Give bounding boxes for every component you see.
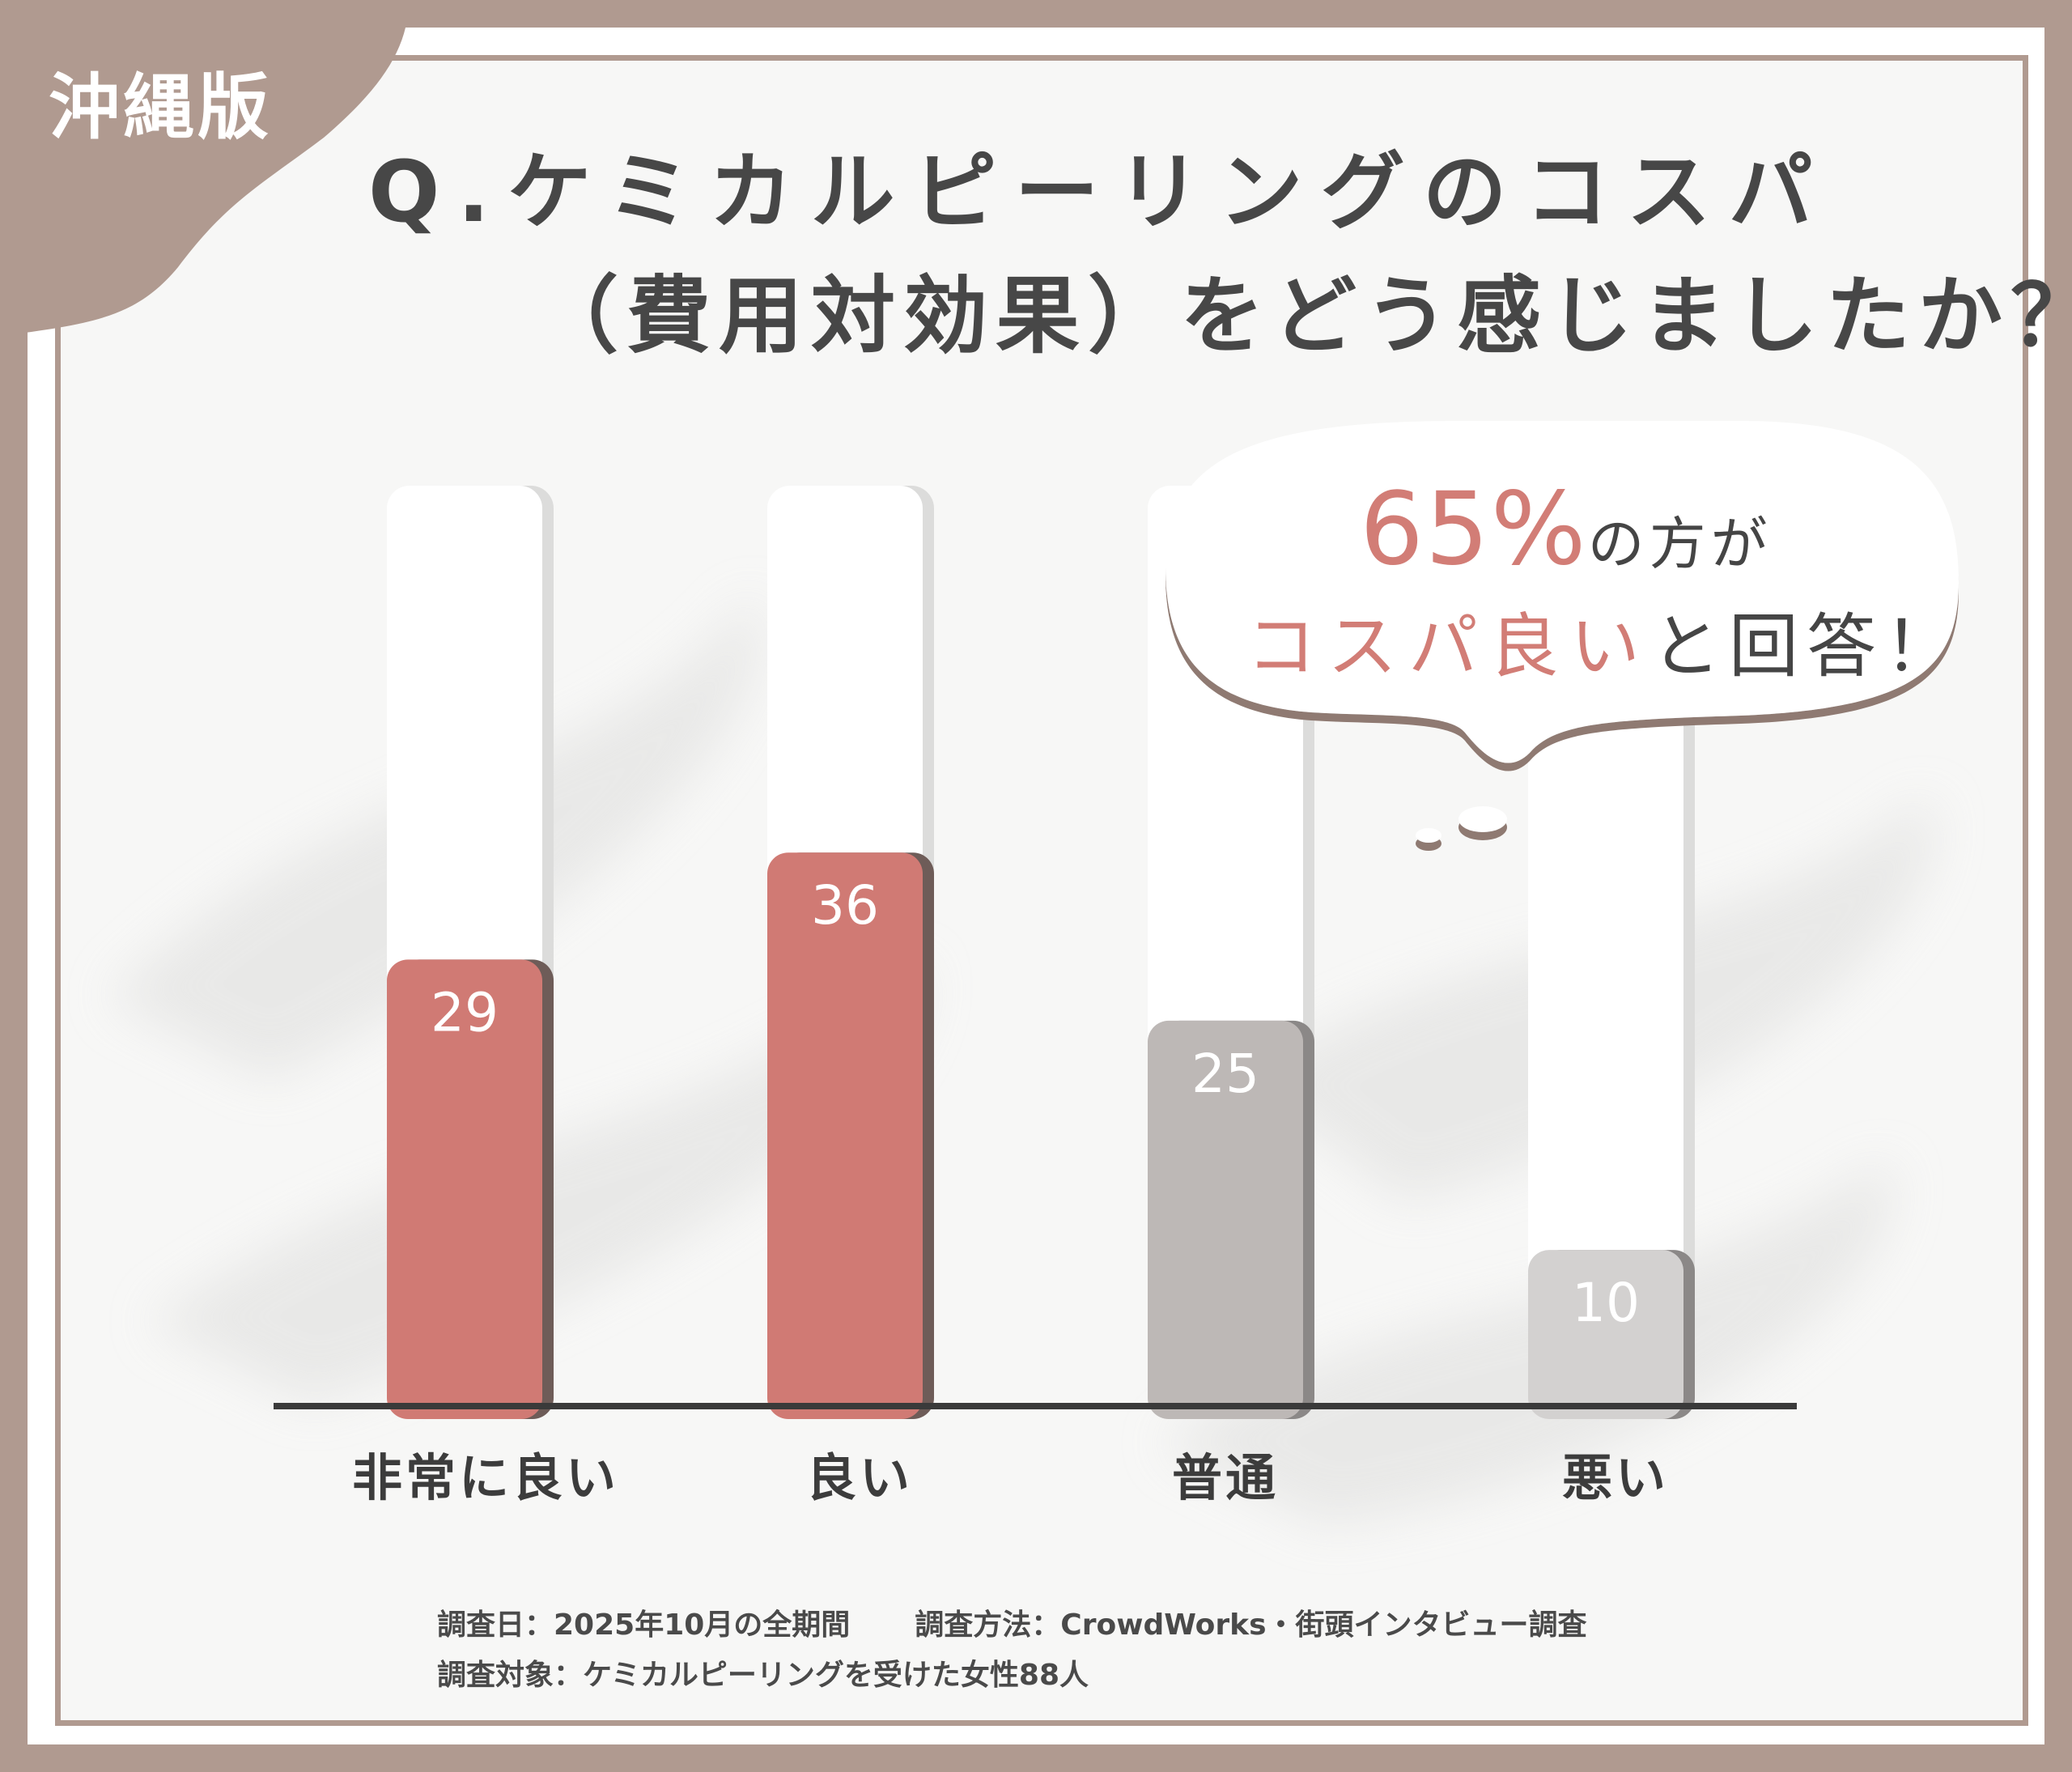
footer-line-1: 調査日：2025年10月の全期間 調査方法：CrowdWorks・街頭インタビュー… [437,1601,1587,1643]
callout-highlight: コスパ良い [1246,606,1651,687]
bar [387,959,542,1419]
region-badge: 沖縄版 [49,66,273,149]
survey-target: 調査対象：ケミカルピーリングを受けた女性88人 [437,1659,1089,1692]
callout-percent: 65% [1360,471,1588,588]
category-label: 普通 [1171,1448,1279,1507]
category-label: 非常に良い [351,1448,619,1507]
bubble-shape [1166,421,1959,843]
callout-line2-text: と回答！ [1651,606,1962,687]
callout-line-1: 65%の方が [1360,471,1773,588]
bar-value-label: 25 [1191,1043,1259,1105]
bar-value-label: 36 [811,874,879,937]
bar [1528,1250,1684,1419]
bar [767,852,923,1419]
survey-date: 調査日：2025年10月の全期間 [437,1608,851,1642]
callout-line-2: コスパ良いと回答！ [1246,589,1962,691]
corner-tab [0,0,409,336]
callout-line1-text: の方が [1587,511,1773,577]
question-title-line-1: Q.ケミカルピーリングのコスパ [368,142,1831,241]
survey-method: 調査方法：CrowdWorks・街頭インタビュー調査 [915,1608,1587,1642]
category-label: 悪い [1561,1448,1669,1507]
question-title-line-2: （費用対効果）をどう感じましたか？ [534,266,2072,365]
outer-frame [28,28,2044,1744]
footer-line-2: 調査対象：ケミカルピーリングを受けた女性88人 [437,1651,1089,1693]
bar-value-label: 10 [1572,1272,1640,1334]
bar [1148,1020,1303,1419]
category-label: 良い [805,1448,913,1507]
x-axis-line [274,1403,1797,1409]
bar-value-label: 29 [431,981,499,1043]
